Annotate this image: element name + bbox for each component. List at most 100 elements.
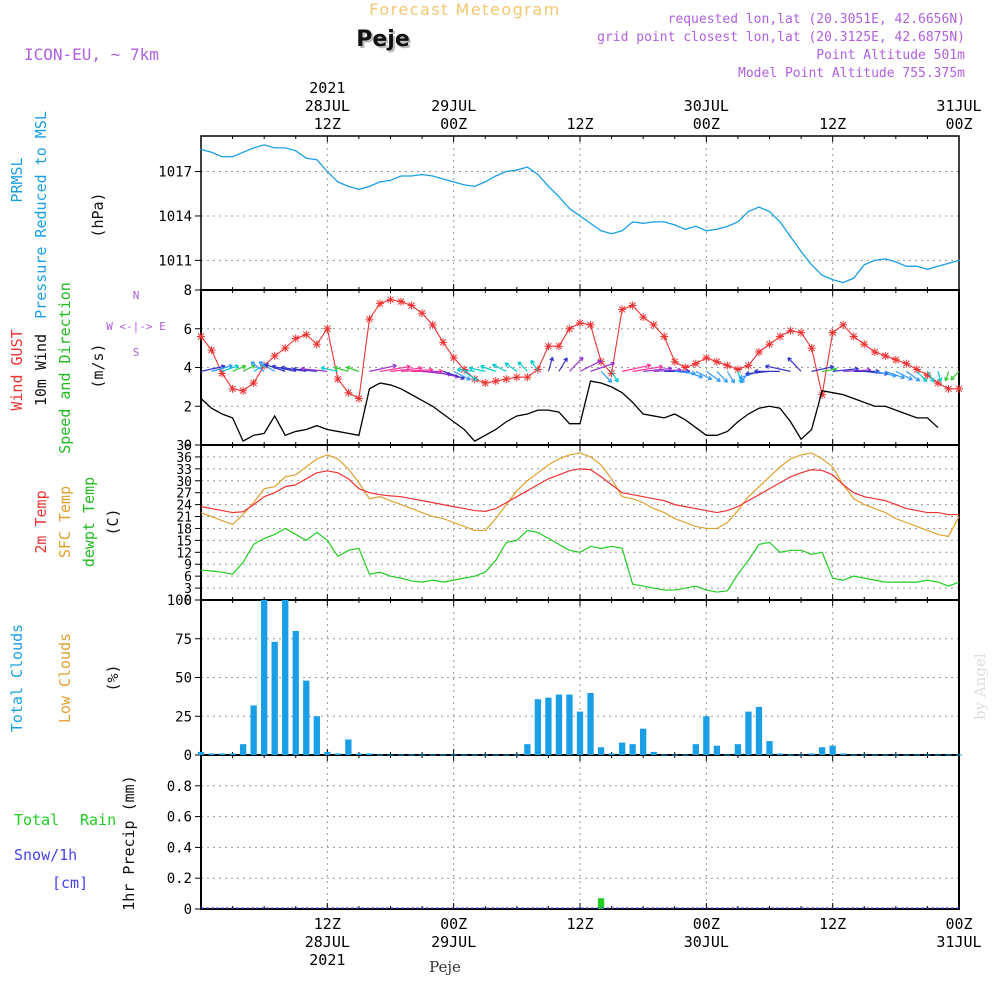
pressure-point — [863, 264, 865, 266]
compass-n: N — [133, 289, 140, 302]
cloud-bar — [313, 716, 320, 755]
wind-arrow — [885, 370, 905, 379]
cloud-bar — [524, 744, 531, 755]
sfc-temp-label: SFC Temp — [56, 486, 74, 558]
cloud-bar — [640, 728, 647, 755]
gust-marker — [955, 384, 963, 393]
wind-arrowhead — [549, 356, 554, 362]
pressure-point — [695, 225, 697, 227]
cloud-bar — [587, 693, 594, 755]
cloud-bar — [576, 711, 584, 755]
gust-marker — [691, 359, 700, 368]
cloud-bar — [303, 680, 310, 755]
precip-unit-label: 1hr Precip (mm) — [120, 775, 138, 910]
y-tick-label: 25 — [175, 709, 192, 725]
wind-arrowhead — [900, 374, 905, 380]
pressure-point — [537, 173, 539, 176]
wind-arrow — [937, 371, 942, 382]
wind-labels: Wind GUST 10m Wind Speed and Direction (… — [8, 282, 166, 454]
wind-arrow — [442, 370, 465, 380]
wind-arrow — [916, 370, 928, 383]
pressure-point — [779, 221, 781, 223]
wind-arrow — [843, 369, 871, 372]
total-clouds-label: Total Clouds — [8, 624, 26, 732]
requested-coords: requested lon,lat (20.3051E, 42.6656N) — [668, 12, 965, 27]
snow-label: Snow/1h — [14, 846, 77, 864]
time-label-top: 00Z — [945, 115, 972, 133]
cloud-bar — [597, 747, 605, 755]
gust-marker — [281, 344, 290, 353]
pressure-point — [726, 225, 728, 227]
gust-marker — [944, 384, 953, 393]
wind-arrow — [400, 369, 433, 372]
gust-label: Wind GUST — [8, 329, 26, 410]
y-tick-label: 18 — [176, 522, 192, 537]
pressure-point — [347, 185, 349, 187]
time-label-bottom: 31JUL — [936, 933, 981, 951]
time-label-bottom: 00Z — [693, 915, 720, 933]
gust-marker — [681, 363, 690, 372]
cloud-bar — [713, 745, 721, 755]
wind-arrowhead — [730, 378, 735, 384]
wind-arrow — [369, 364, 397, 372]
wind-arrowhead — [646, 363, 652, 369]
prmsl-label: PRMSL — [8, 157, 26, 202]
gust-marker — [912, 365, 921, 374]
pressure-unit-label: (hPa) — [89, 192, 107, 237]
wind-arrow — [643, 367, 672, 372]
wind-arrowhead — [829, 364, 835, 370]
cloud-bar — [703, 716, 710, 755]
time-label-top: 12Z — [566, 115, 593, 133]
wind-arrowhead — [915, 377, 921, 382]
pressure-point — [505, 170, 507, 173]
time-label-top: 30JUL — [684, 97, 729, 115]
y-tick-label: 39 — [176, 439, 192, 454]
wind-arrowhead — [950, 375, 955, 381]
cloud-bar — [261, 600, 268, 755]
wind-arrow — [787, 357, 802, 372]
wind-arrow — [705, 370, 721, 382]
pressure-point — [432, 175, 434, 177]
wind-arrowhead — [530, 359, 535, 365]
cloud-bar — [197, 751, 205, 755]
wind-arrowhead — [787, 357, 792, 362]
sfc-temp-line — [200, 452, 960, 538]
y-tick-label: 6 — [184, 322, 192, 338]
y-tick-label: 75 — [175, 632, 192, 648]
gust-marker — [839, 320, 848, 329]
gust-marker — [807, 344, 816, 353]
pressure-point — [674, 224, 676, 226]
pressure-point — [621, 230, 623, 232]
cloud-bar — [218, 753, 226, 755]
gust-marker — [786, 326, 795, 335]
wind-arrowhead — [754, 368, 759, 374]
wind-arrow — [874, 370, 897, 377]
y-tick-label: 0.4 — [167, 840, 192, 856]
cloud-bar — [271, 641, 278, 755]
wind-arrow — [390, 367, 423, 372]
pressure-point — [558, 196, 560, 198]
wind-arrow — [200, 365, 226, 372]
gust-marker — [744, 361, 753, 370]
time-label-top: 2021 — [309, 79, 345, 97]
wind-arrowhead — [517, 361, 523, 366]
cloud-bar — [324, 751, 331, 755]
wind-arrowhead — [392, 363, 397, 369]
wind-unit-label: (m/s) — [89, 343, 107, 388]
time-label-bottom: 00Z — [945, 915, 972, 933]
wind-arrow — [250, 361, 265, 372]
wind-arrowhead — [610, 361, 615, 367]
y-tick-label: 0.6 — [167, 810, 192, 826]
gust-marker — [523, 373, 532, 382]
wind-arrow — [945, 371, 950, 382]
time-label-bottom: 30JUL — [684, 933, 729, 951]
precip-labels: Total Rain Snow/1h [cm] 1hr Precip (mm) — [14, 775, 138, 910]
wind-arrow — [379, 365, 411, 372]
gust-marker — [407, 301, 416, 310]
gust-marker — [754, 348, 763, 356]
pressure-point — [284, 147, 286, 149]
pressure-point — [874, 259, 876, 261]
wind-arrowhead — [472, 376, 478, 382]
y-tick-label: 4 — [184, 361, 192, 377]
